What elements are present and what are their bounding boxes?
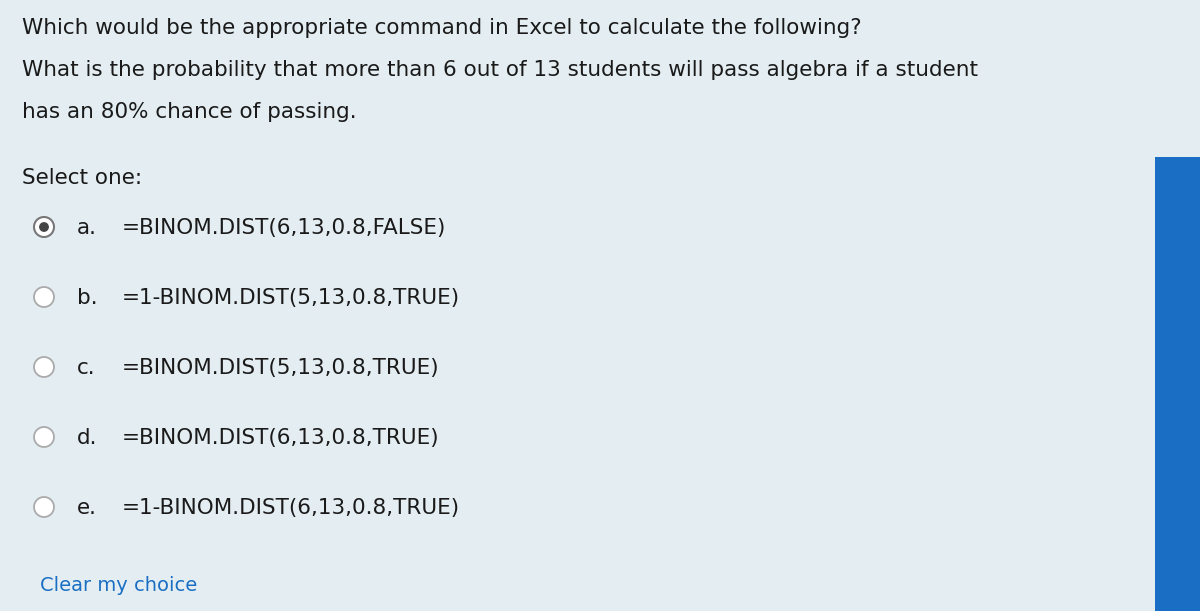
Circle shape — [34, 357, 54, 377]
Circle shape — [34, 217, 54, 237]
Text: =BINOM.DIST(5,13,0.8,TRUE): =BINOM.DIST(5,13,0.8,TRUE) — [122, 358, 439, 378]
Text: Which would be the appropriate command in Excel to calculate the following?: Which would be the appropriate command i… — [22, 18, 862, 38]
Text: e.: e. — [77, 498, 97, 518]
Text: =BINOM.DIST(6,13,0.8,TRUE): =BINOM.DIST(6,13,0.8,TRUE) — [122, 428, 439, 448]
Bar — [1154, 157, 1200, 611]
Text: =BINOM.DIST(6,13,0.8,FALSE): =BINOM.DIST(6,13,0.8,FALSE) — [122, 218, 446, 238]
Text: has an 80% chance of passing.: has an 80% chance of passing. — [22, 102, 356, 122]
Text: Clear my choice: Clear my choice — [40, 576, 197, 595]
Text: =1-BINOM.DIST(6,13,0.8,TRUE): =1-BINOM.DIST(6,13,0.8,TRUE) — [122, 498, 460, 518]
Text: b.: b. — [77, 288, 97, 308]
Text: d.: d. — [77, 428, 97, 448]
Text: What is the probability that more than 6 out of 13 students will pass algebra if: What is the probability that more than 6… — [22, 60, 978, 80]
Circle shape — [34, 427, 54, 447]
Text: Select one:: Select one: — [22, 168, 142, 188]
Circle shape — [34, 497, 54, 517]
Text: a.: a. — [77, 218, 97, 238]
Text: =1-BINOM.DIST(5,13,0.8,TRUE): =1-BINOM.DIST(5,13,0.8,TRUE) — [122, 288, 460, 308]
Circle shape — [40, 223, 48, 231]
Text: c.: c. — [77, 358, 96, 378]
Circle shape — [34, 287, 54, 307]
